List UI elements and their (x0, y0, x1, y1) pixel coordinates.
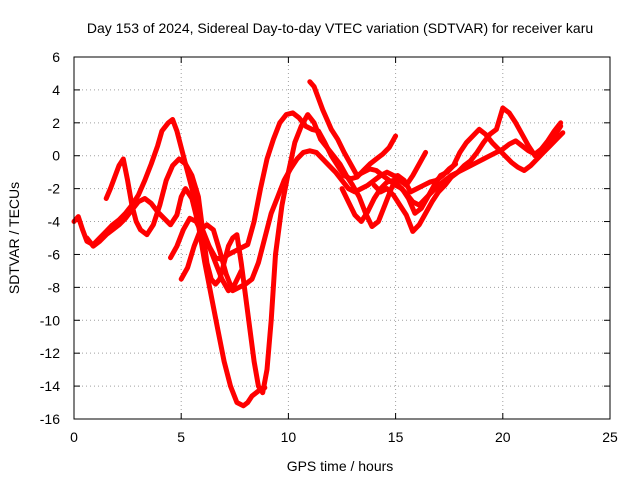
y-tick-label: 4 (52, 82, 60, 98)
x-tick-label: 15 (388, 429, 404, 445)
series-3-trace (103, 112, 459, 396)
x-tick-label: 5 (177, 429, 185, 445)
y-axis-ticks: -16 -14 -12 -10 -8 -6 -4 -2 0 2 4 6 (40, 49, 610, 427)
series-2-trace (84, 186, 268, 409)
y-tick-label: -12 (40, 345, 60, 361)
y-tick-label: -16 (40, 411, 60, 427)
y-tick-label: -2 (48, 181, 61, 197)
y-tick-label: 6 (52, 49, 60, 65)
x-axis-ticks: 0 5 10 15 20 25 (70, 57, 618, 445)
x-tick-label: 25 (602, 429, 618, 445)
chart-title: Day 153 of 2024, Sidereal Day-to-day VTE… (87, 20, 593, 36)
plot-frame (73, 56, 611, 420)
y-tick-label: -14 (40, 378, 60, 394)
y-tick-label: -8 (48, 279, 61, 295)
x-tick-label: 0 (70, 429, 78, 445)
x-tick-label: 20 (495, 429, 511, 445)
grid-lines (74, 57, 610, 419)
series-7-trace (371, 105, 564, 234)
y-tick-label: -10 (40, 312, 60, 328)
x-axis-label: GPS time / hours (287, 458, 394, 474)
series-5-trace (178, 148, 429, 294)
series-8-trace (339, 123, 564, 224)
y-axis-label: SDTVAR / TECUs (6, 182, 22, 294)
x-tick-label: 10 (281, 429, 297, 445)
series-group (71, 79, 566, 409)
y-tick-label: 2 (52, 115, 60, 131)
y-tick-label: -6 (48, 246, 61, 262)
y-tick-label: 0 (52, 148, 60, 164)
y-tick-label: -4 (48, 214, 61, 230)
